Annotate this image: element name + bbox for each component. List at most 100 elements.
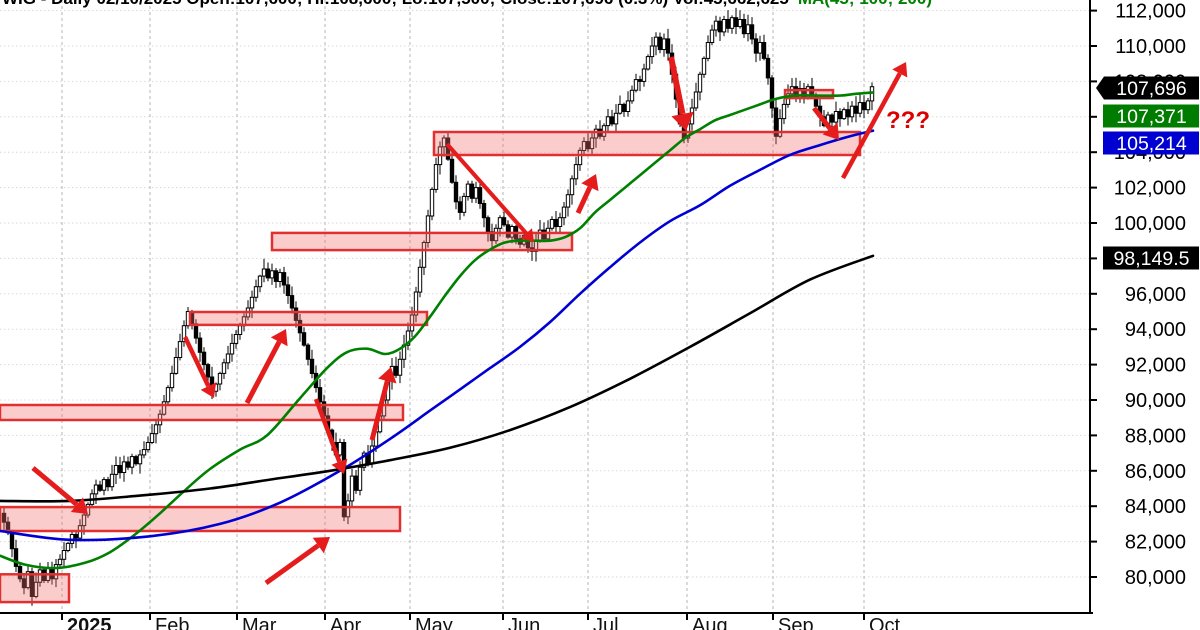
horizontal-gridlines <box>0 10 1090 578</box>
candle-up <box>777 118 783 137</box>
price-axis-label: 96,000 <box>1125 284 1186 306</box>
candle-down <box>621 103 627 113</box>
candle-up <box>721 19 727 33</box>
candle-down <box>453 181 459 203</box>
trend-arrow-head-down <box>331 458 348 474</box>
candle-down <box>285 284 291 296</box>
ma-slow-black <box>0 254 875 503</box>
price-axis-label: 102,000 <box>1114 178 1186 200</box>
candle-down <box>769 77 775 109</box>
candle-up <box>709 29 715 43</box>
trend-arrow-shaft-up <box>575 186 593 215</box>
candle-down <box>853 105 859 114</box>
candle-up <box>849 105 855 118</box>
candle-up <box>417 266 423 293</box>
candle-up <box>349 475 355 502</box>
candle-up <box>705 42 711 59</box>
price-axis-label: 84,000 <box>1125 496 1186 518</box>
candle-up <box>645 56 651 70</box>
candle-up <box>465 183 471 198</box>
candle-down <box>341 442 347 518</box>
trend-arrow-head-up <box>312 537 330 554</box>
annotation-arrows <box>31 56 908 586</box>
trend-arrow-shaft-down <box>182 336 211 388</box>
price-tag <box>1103 246 1199 270</box>
candle-down <box>13 548 19 567</box>
candle-up <box>337 442 343 456</box>
candle-down <box>773 107 779 137</box>
candle-up <box>833 111 839 123</box>
price-axis-label: 112,000 <box>1115 1 1186 23</box>
support-zone-83-84k <box>0 505 402 533</box>
month-label-may: May <box>415 615 453 630</box>
candle-down <box>741 19 747 35</box>
candle-up <box>581 141 587 152</box>
price-tag-pointer <box>1096 76 1199 100</box>
candle-down <box>117 465 123 474</box>
candle-down <box>469 183 475 199</box>
candle-down <box>553 219 559 228</box>
candle-up <box>217 372 223 385</box>
month-label-feb: Feb <box>155 615 189 630</box>
candle-up <box>149 433 155 444</box>
candle-down <box>317 387 323 403</box>
candle-up <box>25 571 31 589</box>
candle-down <box>637 79 643 82</box>
candle-up <box>433 164 439 190</box>
month-label-2025: 2025 <box>67 615 112 630</box>
candle-down <box>393 365 399 376</box>
candle-down <box>861 102 867 111</box>
candle-down <box>501 217 507 226</box>
month-label-oct: Oct <box>869 615 901 630</box>
candle-up <box>661 38 667 51</box>
candle-up <box>277 272 283 283</box>
candle-up <box>713 20 719 31</box>
candle-down <box>289 295 295 309</box>
candle-up <box>641 68 647 82</box>
candle-up <box>497 217 503 229</box>
candle-down <box>353 475 359 491</box>
candle-up <box>549 219 555 229</box>
vertical-gridlines <box>61 0 865 612</box>
question-marks-label: ??? <box>886 107 930 134</box>
chart-title-main: WIG - Daily 02/10/2025 Open:107,600; Hi:… <box>2 0 789 8</box>
candle-up <box>633 79 639 91</box>
price-axis-label: 80,000 <box>1125 567 1186 589</box>
candle-up <box>757 42 763 54</box>
candle-down <box>205 364 211 378</box>
candle-up <box>397 358 403 376</box>
candle-up <box>841 109 847 120</box>
price-axis-label: 110,000 <box>1115 36 1186 58</box>
candle-down <box>749 24 755 40</box>
candle-up <box>429 188 435 217</box>
candle-down <box>765 57 771 79</box>
price-tag <box>1103 131 1199 155</box>
candle-up <box>229 342 235 355</box>
candle-up <box>161 401 167 415</box>
candle-up <box>425 215 431 243</box>
candle-up <box>57 558 63 566</box>
candle-up <box>565 194 571 208</box>
candle-down <box>125 461 131 468</box>
price-axis-label: 94,000 <box>1125 319 1186 341</box>
candle-up <box>261 268 267 277</box>
price-axis-label: 90,000 <box>1125 390 1186 412</box>
candle-up <box>53 564 59 580</box>
trend-arrow-shaft-down <box>812 106 833 131</box>
price-tag <box>1103 104 1199 128</box>
candle-up <box>649 45 655 58</box>
month-label-aug: Aug <box>692 615 728 630</box>
candle-up <box>361 452 367 468</box>
candle-up <box>421 242 427 268</box>
chart-title-ma-legend: MA(45; 100; 200) <box>798 0 932 8</box>
candle-up <box>573 164 579 180</box>
support-zone-89-90k <box>0 403 405 422</box>
price-axis-label: 86,000 <box>1125 461 1186 483</box>
trend-arrow-head-down <box>822 122 839 140</box>
candle-down <box>505 224 511 238</box>
candle-down <box>457 201 463 213</box>
support-zone-jan-low <box>0 573 71 604</box>
candle-up <box>405 330 411 346</box>
